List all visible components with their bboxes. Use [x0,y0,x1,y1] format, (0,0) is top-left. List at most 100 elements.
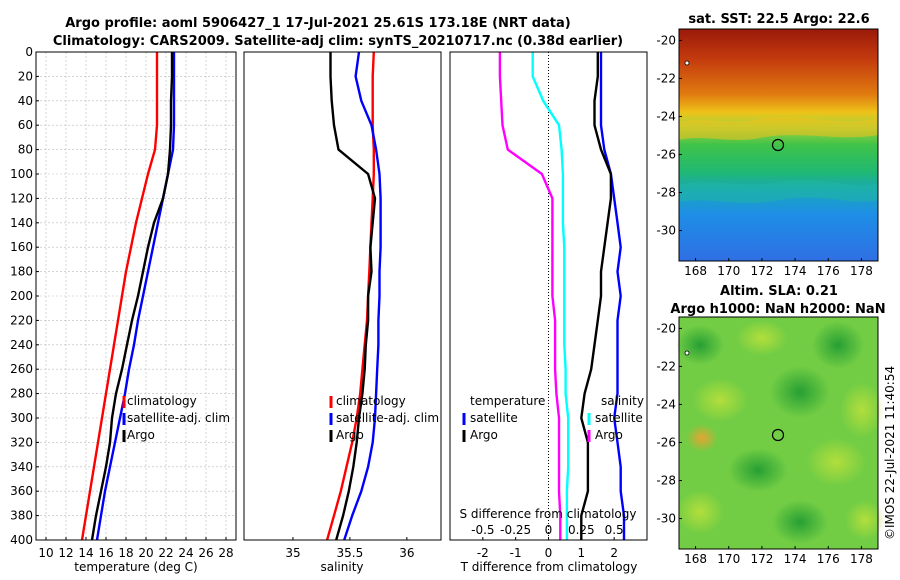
temp-difference-tick-label: 0 [545,546,553,560]
lon-tick-label: 176 [817,552,840,566]
lon-tick-label: 174 [784,264,807,278]
lon-tick-label: 178 [850,552,873,566]
lon-tick-label: 176 [817,264,840,278]
lat-tick-label: -24 [656,397,676,411]
temperature-ticks: 0 20 40 60 80 100 120 140 160 180 200 220 240 260 280 3… [10,45,234,560]
sst-map-ticks: 168 170 172 174 176 178 -20 -22 -24 -26 -28 -30 [656,33,872,278]
temperature-tick-label: 28 [218,546,233,560]
depth-tick-label: 320 [10,435,33,449]
difference-xlabel: T difference from climatology [460,560,638,574]
temperature-tick-label: 10 [38,546,53,560]
lon-tick-label: 172 [750,552,773,566]
depth-tick-label: 140 [10,216,33,230]
depth-tick-label: 40 [18,94,33,108]
depth-tick-label: 340 [10,460,33,474]
lat-tick-label: -20 [656,321,676,335]
lon-tick-label: 168 [684,552,707,566]
lat-tick-label: -26 [656,436,676,450]
temperature-tick-label: 16 [98,546,113,560]
sla-map-title-line1: Altim. SLA: 0.21 [720,284,838,299]
sst-map-title: sat. SST: 22.5 Argo: 22.6 [688,12,869,27]
lat-tick-label: -30 [656,512,676,526]
difference-lines [498,52,626,540]
temperature-tick-label: 20 [138,546,153,560]
legend-climatology-label: climatology [336,394,406,408]
argo-line [90,52,174,540]
sst-map-panel: sat. SST: 22.5 Argo: 22.6 168 170 172 174 17… [656,12,879,278]
sla-map-ticks: 168 170 172 174 176 178 -20 -22 -24 -26 -28 -30 [656,321,872,566]
sst-argo-position-marker [771,138,785,152]
legend-salinity-title: salinity [601,394,644,408]
sst-map-field [679,29,878,261]
salinity-legend: climatology satellite-adj. clim Argo [329,394,439,442]
sla-map-box [678,316,879,550]
temperature-tick-label: 12 [58,546,73,560]
sal-difference-tick-label: -0.5 [471,523,494,537]
sal-difference-tick-label: -0.25 [500,523,531,537]
sla-map-title-line2: Argo h1000: NaN h2000: NaN [670,302,885,317]
sst-front-band-2 [679,179,878,203]
temperature-panel: 0 20 40 60 80 100 120 140 160 180 200 220 240 260 280 3… [10,45,237,574]
argo-line [329,52,377,540]
legend-satellite-label: satellite-adj. clim [127,411,230,425]
lat-tick-label: -22 [656,71,676,85]
depth-tick-label: 380 [10,509,33,523]
sst-front-band [679,117,878,140]
sla-argo-position-marker [771,428,785,442]
sal-difference-tick-label: 0 [545,523,553,537]
depth-tick-label: 80 [18,143,33,157]
sal-difference-tick-label: 0.5 [605,523,624,537]
figure-title-line2: Climatology: CARS2009. Satellite-adj cli… [53,34,623,49]
sst-map-box [678,28,879,262]
lon-tick-label: 172 [750,264,773,278]
depth-tick-label: 260 [10,362,33,376]
depth-tick-label: 120 [10,191,33,205]
difference-ticks: -2 -1 0 1 2 -0.5 -0.25 0 0.25 0.5 [471,523,624,560]
sst-island-icon [684,60,690,66]
depth-tick-label: 60 [18,118,33,132]
figure-title-line1: Argo profile: aoml 5906427_1 17-Jul-2021… [65,16,571,31]
temperature-xlabel: temperature (deg C) [74,560,197,574]
imos-timestamp: ©IMOS 22-Jul-2021 11:40:54 [883,366,897,540]
temperature-tick-label: 22 [158,546,173,560]
lat-tick-label: -24 [656,109,676,123]
salinity-difference-top-label: S difference from climatology [460,507,637,521]
depth-tick-label: 180 [10,265,33,279]
legend-temp-satellite-label: satellite [470,411,518,425]
lon-tick-label: 170 [717,264,740,278]
legend-sal-satellite-label: satellite [595,411,643,425]
salinity-tick-label: 36 [399,546,414,560]
difference-panel: -2 -1 0 1 2 -0.5 -0.25 0 0.25 0.5 T difference fr… [449,51,648,574]
salinity-lines [325,52,382,540]
temperature-tick-label: 24 [178,546,193,560]
temperature-grid [36,51,236,541]
depth-tick-label: 20 [18,69,33,83]
depth-tick-label: 300 [10,411,33,425]
depth-tick-label: 200 [10,289,33,303]
legend-temp-argo-label: Argo [470,428,498,442]
salinity-axes-box [243,51,442,541]
legend-sal-argo-label: Argo [595,428,623,442]
salinity-tick-label: 35.5 [337,546,364,560]
temp-diff-argo-line [580,52,613,540]
temperature-lines [80,52,176,540]
legend-argo-label: Argo [336,428,364,442]
lat-tick-label: -26 [656,148,676,162]
lon-tick-label: 170 [717,552,740,566]
salinity-ticks: 35 35.5 36 [285,537,414,560]
satellite-adj-clim-line [95,52,176,540]
temp-difference-tick-label: -2 [477,546,489,560]
lon-tick-label: 168 [684,264,707,278]
temp-difference-tick-label: 1 [578,546,586,560]
lat-tick-label: -28 [656,186,676,200]
depth-tick-label: 240 [10,338,33,352]
legend-satellite-label: satellite-adj. clim [336,411,439,425]
sla-map-panel: Altim. SLA: 0.21 Argo h1000: NaN h2000: … [656,284,885,566]
lon-tick-label: 178 [850,264,873,278]
depth-tick-label: 360 [10,484,33,498]
sal-difference-tick-label: 0.25 [568,523,595,537]
depth-tick-label: 400 [10,533,33,547]
temp-difference-tick-label: 2 [610,546,618,560]
salinity-xlabel: salinity [320,560,363,574]
